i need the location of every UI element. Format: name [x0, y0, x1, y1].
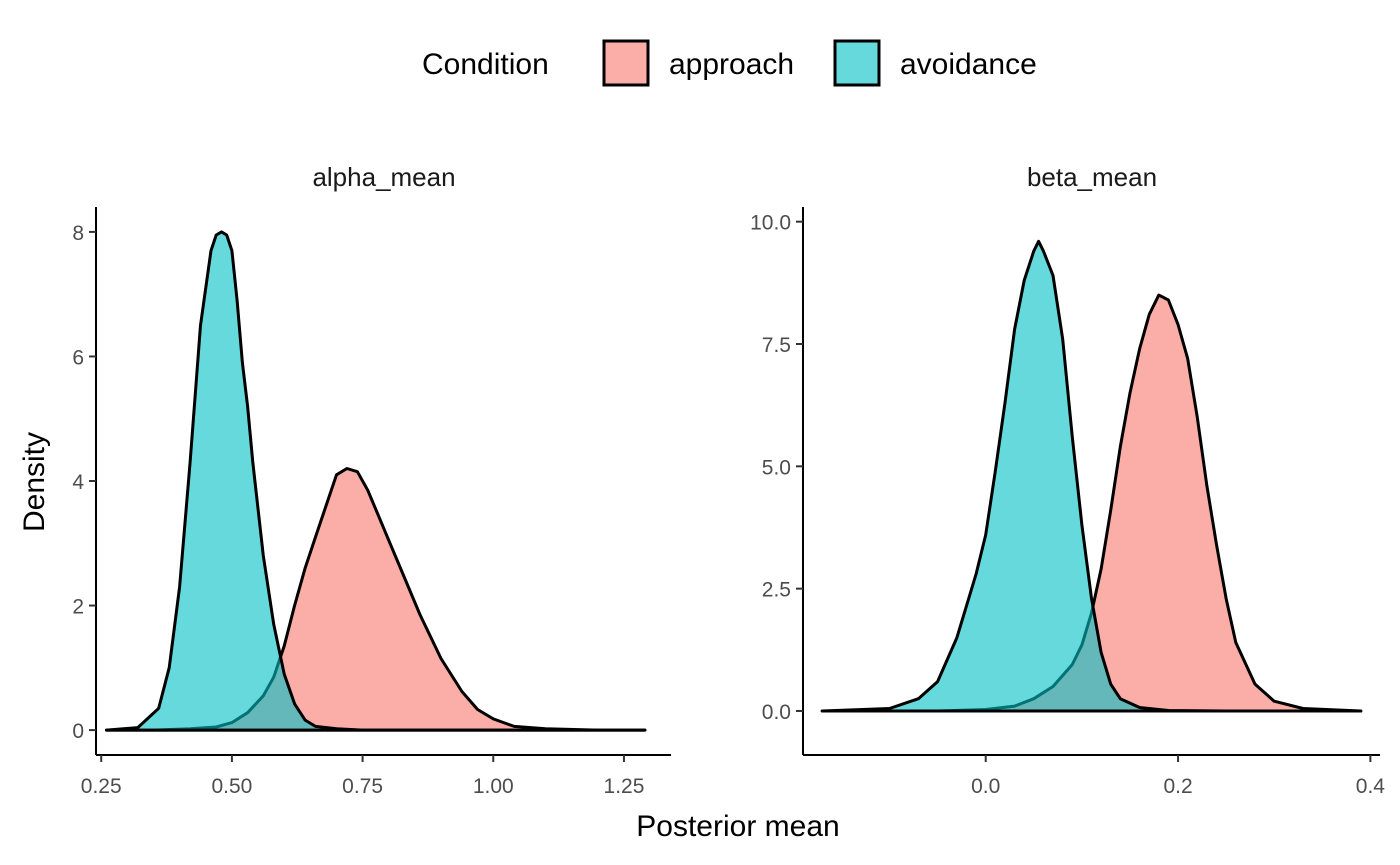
- x-tick-label: 1.00: [473, 775, 514, 798]
- y-tick-label: 2.5: [762, 579, 791, 602]
- y-tick-label: 0.0: [762, 701, 791, 724]
- y-tick-label: 7.5: [762, 334, 791, 357]
- legend-swatch-approach: [602, 39, 650, 87]
- legend-swatch-avoidance: [833, 39, 881, 87]
- legend-key-approach: approach: [602, 39, 794, 87]
- y-tick-label: 0: [72, 720, 84, 743]
- density-avoidance: [820, 239, 1363, 713]
- legend-title: Condition: [422, 48, 549, 81]
- panel-beta-mean: beta_mean 0.0 0.2 0.4 0.0 2.5 5.0 7.5 10.0: [750, 162, 1385, 798]
- y-tick-label: 8: [72, 222, 84, 245]
- panel-alpha-mean: alpha_mean 0.25 0.50 0.75 1.00 1.25 0 2 4 6 8: [72, 162, 671, 798]
- x-tick-label: 0.50: [211, 775, 252, 798]
- panel-title-beta-mean: beta_mean: [1027, 162, 1157, 192]
- y-tick-label: 4: [72, 471, 84, 494]
- x-tick-label: 0.2: [1163, 775, 1192, 798]
- x-tick-label: 0.0: [971, 775, 1000, 798]
- legend-label-approach: approach: [669, 48, 794, 81]
- legend-key-avoidance: avoidance: [833, 39, 1037, 87]
- legend: Condition approach avoidance: [422, 39, 1037, 87]
- y-axis-title: Density: [18, 432, 51, 532]
- y-tick-label: 6: [72, 346, 84, 369]
- panel-title-alpha-mean: alpha_mean: [312, 162, 455, 192]
- y-tick-label: 5.0: [762, 456, 791, 479]
- y-tick-label: 10.0: [750, 212, 791, 235]
- y-tick-label: 2: [72, 596, 84, 619]
- x-tick-label: 0.4: [1356, 775, 1386, 798]
- legend-label-avoidance: avoidance: [900, 48, 1037, 81]
- x-axis-title: Posterior mean: [636, 810, 839, 843]
- x-tick-label: 0.75: [342, 775, 383, 798]
- x-tick-label: 0.25: [81, 775, 122, 798]
- x-tick-label: 1.25: [604, 775, 645, 798]
- density-avoidance: [105, 230, 647, 732]
